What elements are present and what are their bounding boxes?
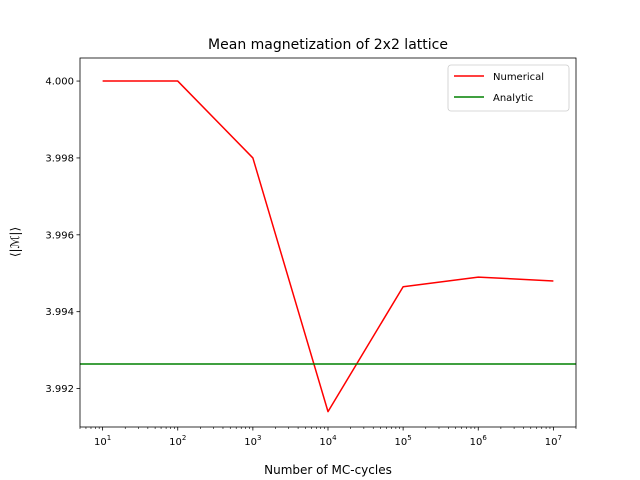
y-tick-label: 3.994 xyxy=(45,307,74,318)
x-tick-base: 10 xyxy=(545,437,558,448)
x-tick-base: 10 xyxy=(244,437,257,448)
x-tick-base: 10 xyxy=(395,437,408,448)
y-tick-label: 3.992 xyxy=(45,384,74,395)
x-tick-label: 105 xyxy=(395,434,412,448)
legend-label-analytic: Analytic xyxy=(493,93,533,104)
y-axis-ticks: 3.992 3.994 3.996 3.998 4.000 xyxy=(45,77,80,395)
y-axis-label: ⟨|ℳ|⟩ xyxy=(8,227,22,257)
series-layer xyxy=(80,80,576,413)
x-tick-exponent: 5 xyxy=(407,434,411,442)
x-tick-base: 10 xyxy=(169,437,182,448)
x-axis-label: Number of MC-cycles xyxy=(264,463,392,477)
chart-title: Mean magnetization of 2x2 lattice xyxy=(208,37,448,53)
x-tick-exponent: 2 xyxy=(182,434,186,442)
x-tick-exponent: 4 xyxy=(332,434,337,442)
x-tick-exponent: 3 xyxy=(257,434,261,442)
x-tick-base: 10 xyxy=(94,437,107,448)
y-tick-label: 3.998 xyxy=(45,153,74,164)
x-tick-label: 101 xyxy=(94,434,111,448)
legend: Numerical Analytic xyxy=(447,64,570,112)
x-tick-label: 102 xyxy=(169,434,186,448)
series-line-numerical xyxy=(102,80,554,413)
x-tick-label: 104 xyxy=(319,434,337,448)
y-tick-label: 4.000 xyxy=(45,77,74,88)
legend-label-numerical: Numerical xyxy=(493,72,544,83)
x-tick-exponent: 7 xyxy=(558,434,562,442)
x-axis-ticks: 101 102 103 104 105 106 107 xyxy=(79,427,577,448)
x-tick-exponent: 1 xyxy=(107,434,111,442)
x-tick-base: 10 xyxy=(470,437,483,448)
x-tick-label: 103 xyxy=(244,434,261,448)
x-tick-exponent: 6 xyxy=(482,434,487,442)
axes-frame xyxy=(79,57,577,428)
x-tick-label: 107 xyxy=(545,434,562,448)
plot-area xyxy=(79,57,577,428)
x-tick-label: 106 xyxy=(470,434,488,448)
x-tick-base: 10 xyxy=(319,437,332,448)
y-tick-label: 3.996 xyxy=(45,230,74,241)
